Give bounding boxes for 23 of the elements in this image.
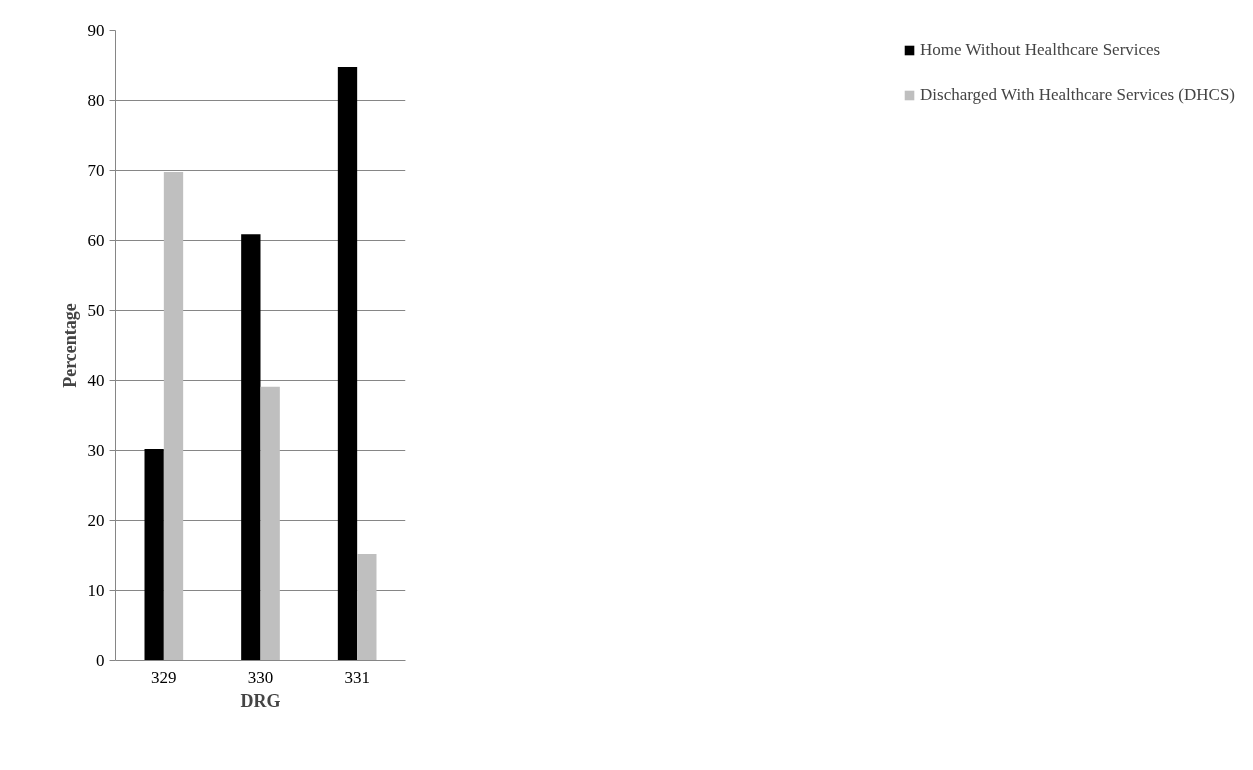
bar <box>241 234 261 661</box>
y-tick-label: 40 <box>87 371 105 390</box>
bar <box>260 386 280 661</box>
y-tick-label: 0 <box>96 651 105 670</box>
x-tick-label: 330 <box>247 667 274 687</box>
y-tick-label: 20 <box>87 511 105 530</box>
bar <box>163 171 184 661</box>
y-tick-label: 70 <box>87 161 105 180</box>
legend-label: Discharged With Healthcare Services (DHCS) <box>920 85 1235 105</box>
y-axis-title: Percentage <box>59 303 80 388</box>
y-tick-label: 80 <box>87 91 105 110</box>
bar <box>357 554 377 661</box>
x-tick-label: 331 <box>344 667 370 687</box>
y-tick-label: 10 <box>87 581 105 600</box>
x-tick-label: 329 <box>151 667 177 687</box>
legend-label: Home Without Healthcare Services <box>920 40 1162 60</box>
y-tick-label: 90 <box>87 21 105 40</box>
y-tick-label: 50 <box>87 301 105 320</box>
bar <box>337 66 358 661</box>
x-axis-title: DRG <box>240 690 281 711</box>
y-tick-label: 60 <box>87 231 105 250</box>
bar <box>144 449 164 661</box>
y-tick-label: 30 <box>87 441 105 460</box>
